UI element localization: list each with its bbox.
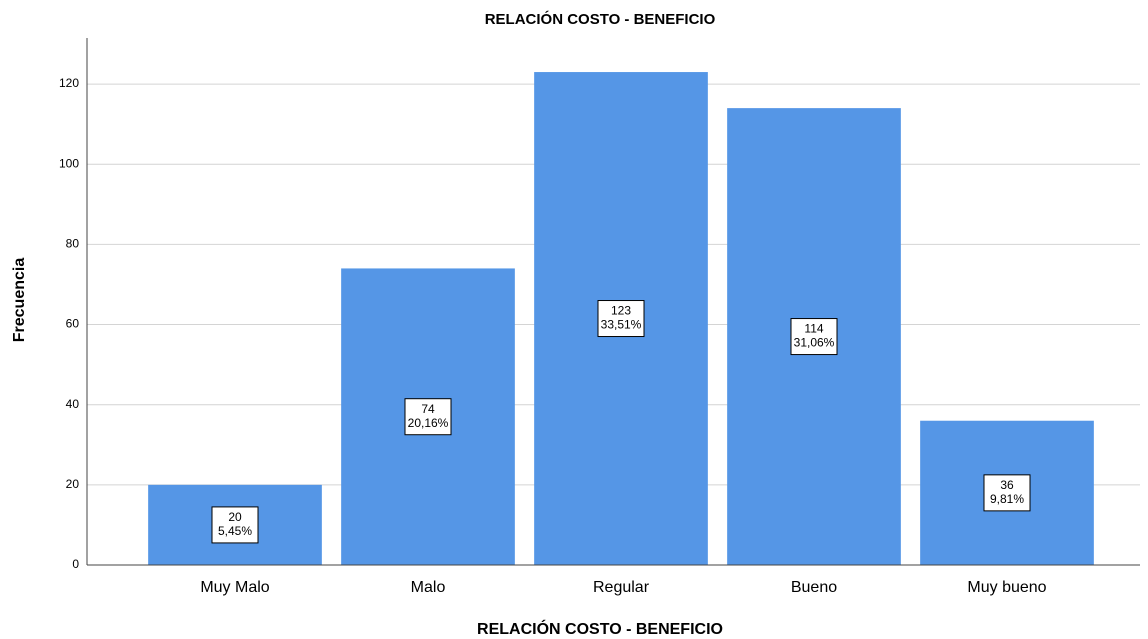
data-label-box — [597, 300, 645, 338]
data-label: 114 — [804, 322, 823, 336]
data-label-box — [211, 506, 259, 544]
y-tick-label: 60 — [66, 317, 80, 331]
x-tick-label: Malo — [411, 579, 446, 596]
data-label-box — [790, 318, 838, 356]
x-tick-label: Bueno — [791, 579, 837, 596]
y-tick-label: 100 — [59, 156, 79, 170]
x-axis-title: RELACIÓN COSTO - BENEFICIO — [477, 619, 723, 638]
data-label-percent: 20,16% — [408, 416, 449, 430]
x-tick-label: Muy bueno — [967, 579, 1046, 596]
data-label-box — [983, 474, 1031, 512]
data-label: 74 — [421, 402, 435, 416]
data-label-percent: 5,45% — [218, 524, 252, 538]
y-tick-label: 40 — [66, 397, 80, 411]
y-tick-label: 0 — [72, 557, 79, 571]
data-label-percent: 9,81% — [990, 492, 1024, 506]
y-tick-label: 120 — [59, 76, 79, 90]
data-label-percent: 31,06% — [794, 336, 835, 350]
data-label-box — [404, 398, 452, 436]
data-label: 123 — [611, 304, 631, 318]
data-label: 36 — [1000, 478, 1014, 492]
x-tick-label: Regular — [593, 579, 650, 596]
data-label: 20 — [228, 510, 242, 524]
data-label-percent: 33,51% — [601, 318, 642, 332]
chart-title: RELACIÓN COSTO - BENEFICIO — [485, 10, 716, 28]
x-tick-label: Muy Malo — [200, 579, 269, 596]
y-axis-title: Frecuencia — [11, 258, 28, 343]
y-tick-label: 20 — [66, 477, 80, 491]
y-tick-label: 80 — [66, 237, 80, 251]
